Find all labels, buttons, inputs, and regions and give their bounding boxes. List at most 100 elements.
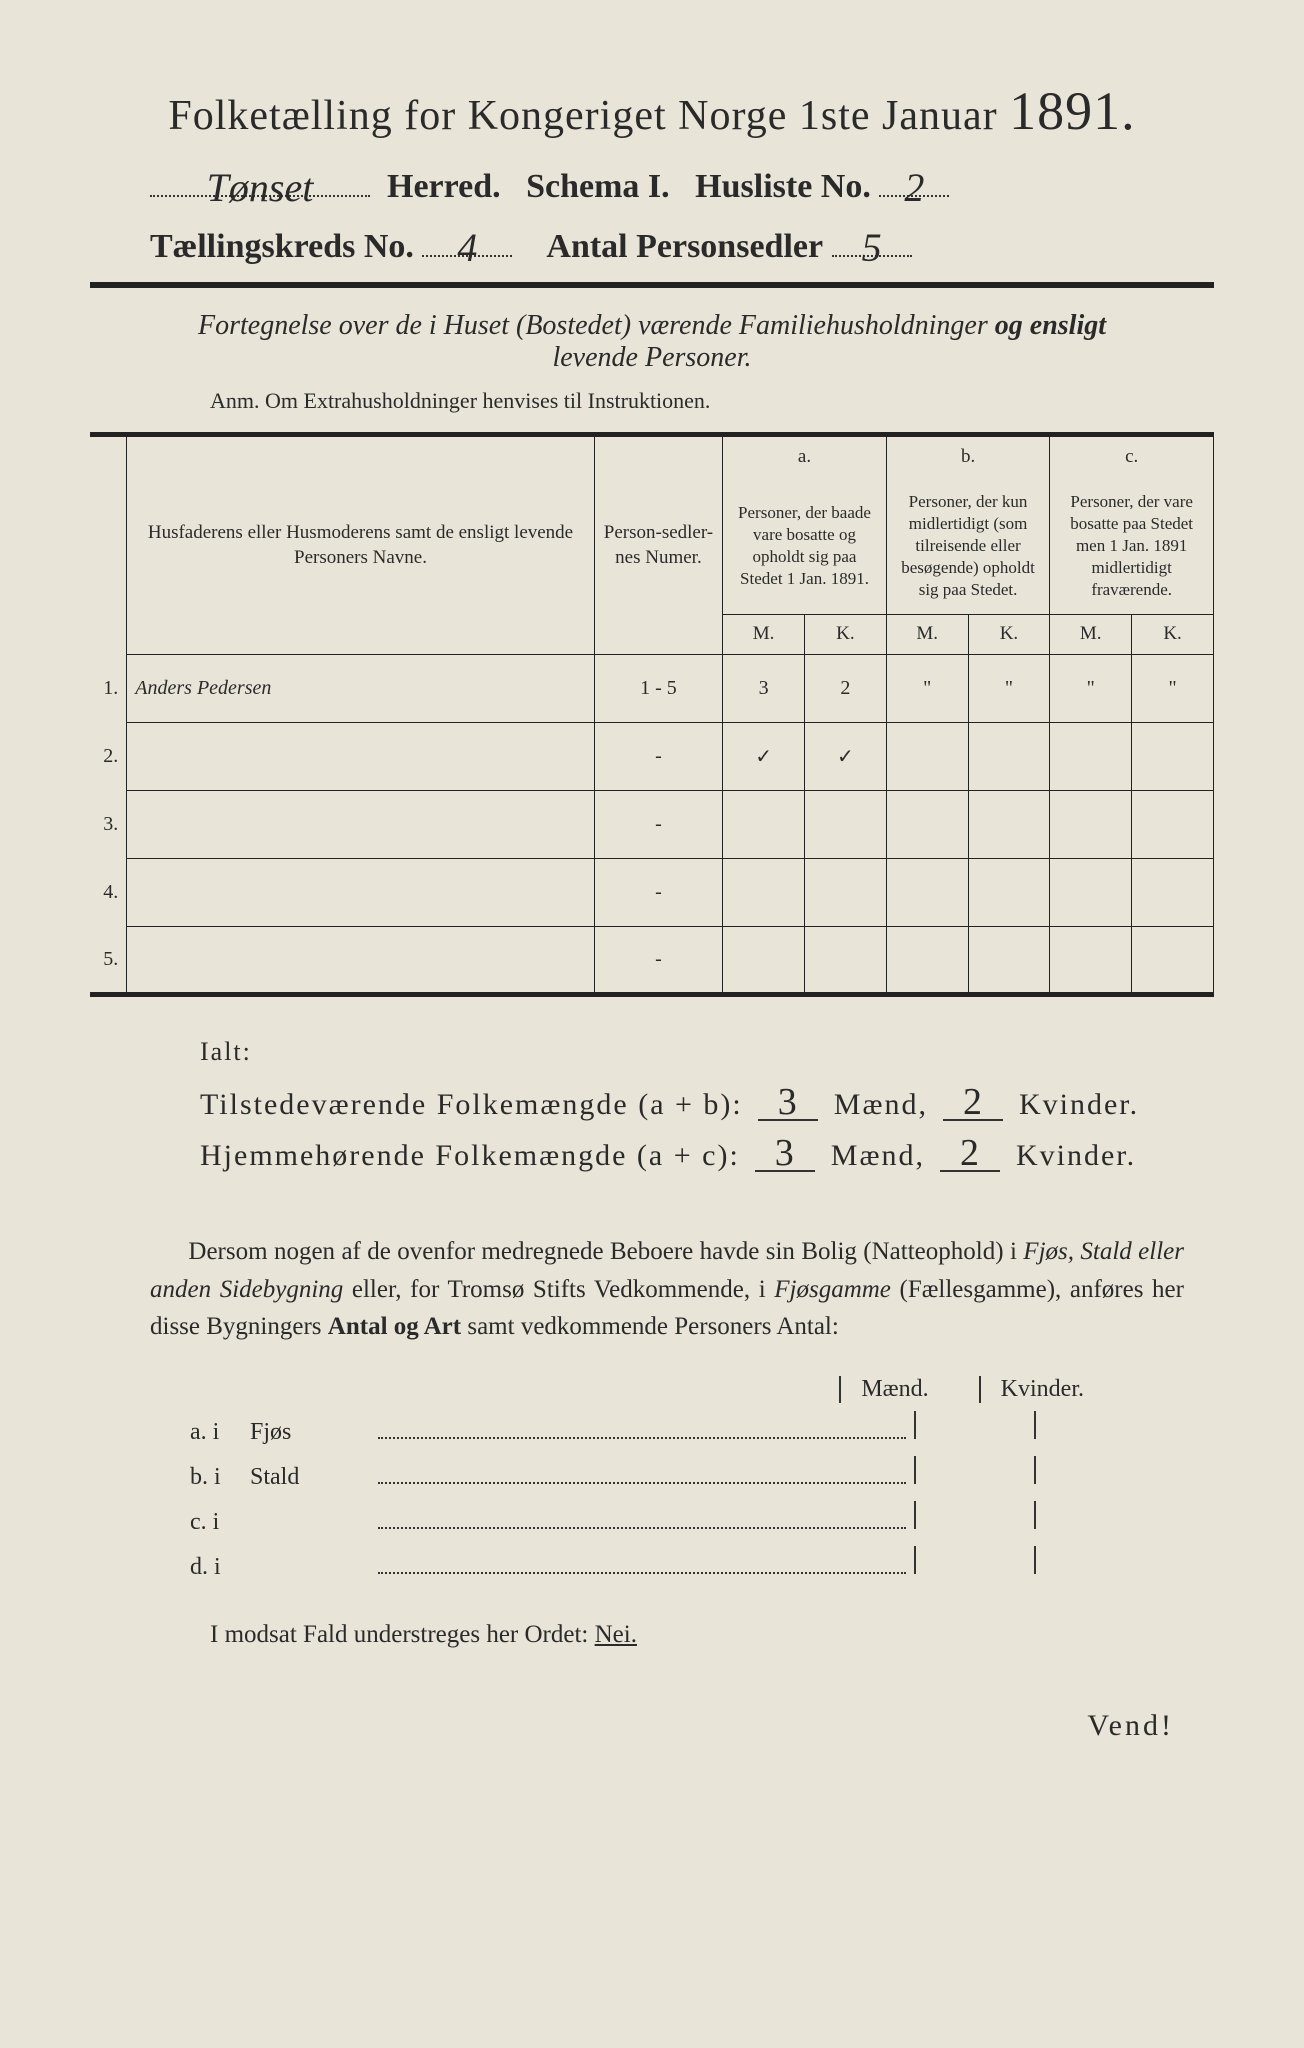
c-k-cell: [1132, 927, 1214, 995]
b-k-cell: [968, 791, 1050, 859]
table-row: 1.Anders Pedersen1 - 532"""": [90, 655, 1214, 723]
b-k-cell: ": [968, 655, 1050, 723]
kvinder-label-2: Kvinder.: [1016, 1139, 1136, 1172]
col-a-m: M.: [723, 615, 805, 655]
para-t2: eller, for Tromsø Stifts Vedkommende, i: [343, 1276, 774, 1303]
c-m-cell: [1050, 791, 1132, 859]
totals-block: Ialt: Tilstedeværende Folkemængde (a + b…: [200, 1037, 1214, 1173]
table-row: 5. -: [90, 927, 1214, 995]
c-m-cell: [1050, 927, 1132, 995]
b-k-cell: [968, 859, 1050, 927]
row-num: 1.: [90, 655, 127, 723]
row2-m: 3: [755, 1136, 815, 1172]
row-num: 2.: [90, 723, 127, 791]
c-k-cell: ": [1132, 655, 1214, 723]
husliste-label: Husliste No.: [695, 168, 871, 205]
footer-line: I modsat Fald understreges her Ordet: Ne…: [90, 1621, 1214, 1649]
subhead-1a: Fortegnelse over de i Huset (Bostedet) v…: [198, 310, 988, 341]
subhead-2: levende Personer.: [552, 342, 751, 373]
col-name-text: Husfaderens eller Husmoderens samt de en…: [148, 522, 573, 568]
a-k-cell: [805, 791, 887, 859]
col-b-k: K.: [968, 615, 1050, 655]
byg-col-m: [914, 1411, 1034, 1439]
kreds-label: Tællingskreds No.: [150, 228, 414, 265]
kvinder-label: Kvinder.: [1019, 1088, 1139, 1121]
anm-note: Anm. Om Extrahusholdninger henvises til …: [210, 388, 1214, 414]
page-title: Folketælling for Kongeriget Norge 1ste J…: [90, 80, 1214, 142]
header-line-kreds: Tællingskreds No. 4 Antal Personsedler 5: [90, 220, 1214, 266]
row1-m: 3: [758, 1085, 818, 1121]
vend-label: Vend!: [90, 1709, 1214, 1743]
byg-head-k: Kvinder.: [979, 1376, 1094, 1403]
table-row: 4.-: [90, 859, 1214, 927]
col-a-k: K.: [805, 615, 887, 655]
b-m-cell: ": [886, 655, 968, 723]
antal-label: Antal Personsedler: [546, 228, 823, 265]
footer-nei: Nei.: [595, 1621, 637, 1648]
byg-head: Mænd. Kvinder.: [190, 1376, 1154, 1403]
personsedler-cell: 1 - 5: [594, 655, 723, 723]
para-t1: Dersom nogen af de ovenfor medregnede Be…: [188, 1238, 1023, 1265]
col-b-m: M.: [886, 615, 968, 655]
byg-row: d. i: [190, 1546, 1154, 1581]
para-i2: Fjøsgamme: [774, 1276, 891, 1303]
schema-label: Schema I.: [526, 168, 670, 205]
c-k-cell: [1132, 723, 1214, 791]
personsedler-cell: -: [594, 791, 723, 859]
byg-dots: [378, 1505, 906, 1529]
footer-text: I modsat Fald understreges her Ordet:: [210, 1621, 588, 1648]
a-m-cell: ✓: [723, 723, 805, 791]
col-b-top: b.: [886, 435, 1050, 478]
col-b: Personer, der kun midlertidigt (som tilr…: [886, 478, 1050, 615]
col-a-top: a.: [723, 435, 887, 478]
a-k-cell: 2: [805, 655, 887, 723]
byg-row: b. iStald: [190, 1456, 1154, 1491]
b-m-cell: [886, 927, 968, 995]
table-row: 2.-✓✓: [90, 723, 1214, 791]
c-m-cell: [1050, 723, 1132, 791]
ialt-label: Ialt:: [200, 1037, 1214, 1067]
personsedler-cell: -: [594, 859, 723, 927]
rule-heavy-1: [90, 282, 1214, 288]
subheading: Fortegnelse over de i Huset (Bostedet) v…: [90, 310, 1214, 374]
c-m-cell: ": [1050, 655, 1132, 723]
byg-dots: [378, 1550, 906, 1574]
table-row: 3.-: [90, 791, 1214, 859]
byg-name: Stald: [250, 1464, 370, 1491]
row-num: 5.: [90, 927, 127, 995]
byg-row: a. iFjøs: [190, 1411, 1154, 1446]
byg-col-k: [1034, 1546, 1154, 1574]
col-num: Person-sedler-nes Numer.: [594, 435, 723, 655]
subhead-1b: og ensligt: [995, 310, 1106, 341]
a-m-cell: [723, 859, 805, 927]
kreds-value: 4: [457, 224, 477, 271]
herred-label: Herred.: [387, 168, 501, 205]
row2-label: Hjemmehørende Folkemængde (a + c):: [200, 1139, 740, 1172]
a-k-cell: ✓: [805, 723, 887, 791]
personsedler-cell: -: [594, 723, 723, 791]
byg-lbl: a. i: [190, 1419, 250, 1446]
name-cell: [127, 927, 594, 995]
bygninger-block: Mænd. Kvinder. a. iFjøsb. iStaldc. id. i: [90, 1376, 1214, 1581]
col-num-text: Person-sedler-nes Numer.: [604, 522, 713, 568]
para-t4: samt vedkommende Personers Antal:: [461, 1313, 839, 1340]
antal-value: 5: [862, 224, 882, 271]
row2-k: 2: [940, 1136, 1000, 1172]
byg-col-k: [1034, 1411, 1154, 1439]
name-cell: [127, 723, 594, 791]
col-c-k: K.: [1132, 615, 1214, 655]
col-c-top: c.: [1050, 435, 1214, 478]
b-k-cell: [968, 723, 1050, 791]
byg-col-m: [914, 1456, 1034, 1484]
a-m-cell: [723, 927, 805, 995]
name-cell: [127, 791, 594, 859]
totals-row-2: Hjemmehørende Folkemængde (a + c): 3 Mæn…: [200, 1136, 1214, 1173]
totals-row-1: Tilstedeværende Folkemængde (a + b): 3 M…: [200, 1085, 1214, 1122]
maend-label-2: Mænd,: [831, 1139, 925, 1172]
b-m-cell: [886, 723, 968, 791]
byg-lbl: d. i: [190, 1554, 250, 1581]
byg-lbl: b. i: [190, 1464, 250, 1491]
byg-lbl: c. i: [190, 1509, 250, 1536]
personsedler-cell: -: [594, 927, 723, 995]
a-k-cell: [805, 859, 887, 927]
